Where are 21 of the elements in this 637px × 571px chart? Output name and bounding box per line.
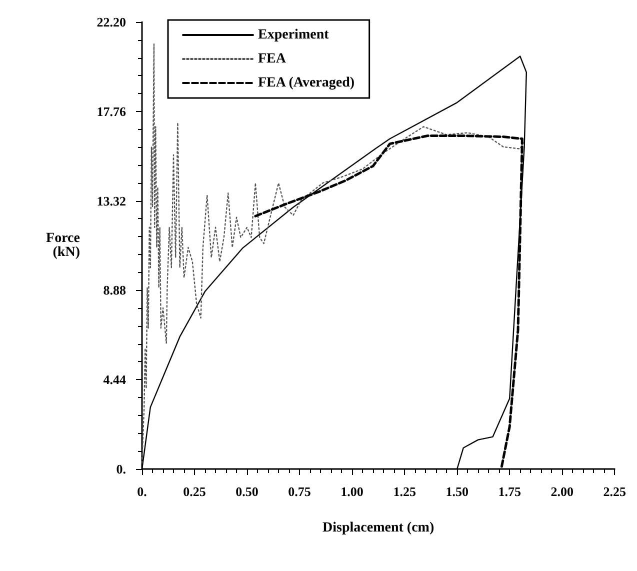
- legend-label: FEA: [258, 52, 287, 66]
- y-axis-title: Force (kN): [46, 231, 80, 260]
- legend-label: Experiment: [258, 28, 330, 42]
- x-tick-label: 0.75: [288, 484, 312, 499]
- x-tick-label: 1.25: [393, 484, 416, 499]
- y-tick-label: 22.20: [96, 14, 126, 30]
- y-tick-label: 13.32: [96, 193, 126, 208]
- x-tick-label: 0.50: [236, 484, 258, 499]
- y-tick-label: 4.44: [103, 372, 126, 388]
- legend-label: FEA (Averaged): [258, 76, 355, 90]
- x-tick-label: 0.25: [183, 484, 206, 499]
- y-tick-label: 17.76: [96, 104, 126, 119]
- x-tick-label: 1.00: [340, 484, 364, 499]
- y-tick-label: 0.: [116, 462, 126, 476]
- x-tick-label: 2.25: [603, 484, 626, 499]
- x-tick-label: 1.75: [498, 484, 522, 499]
- x-tick-label: 1.50: [446, 484, 468, 499]
- y-tick-label: 8.88: [103, 282, 126, 298]
- x-tick-label: 2.00: [550, 484, 574, 499]
- x-axis-title: Displacement (cm): [322, 520, 434, 536]
- x-tick-label: 0.: [137, 484, 147, 499]
